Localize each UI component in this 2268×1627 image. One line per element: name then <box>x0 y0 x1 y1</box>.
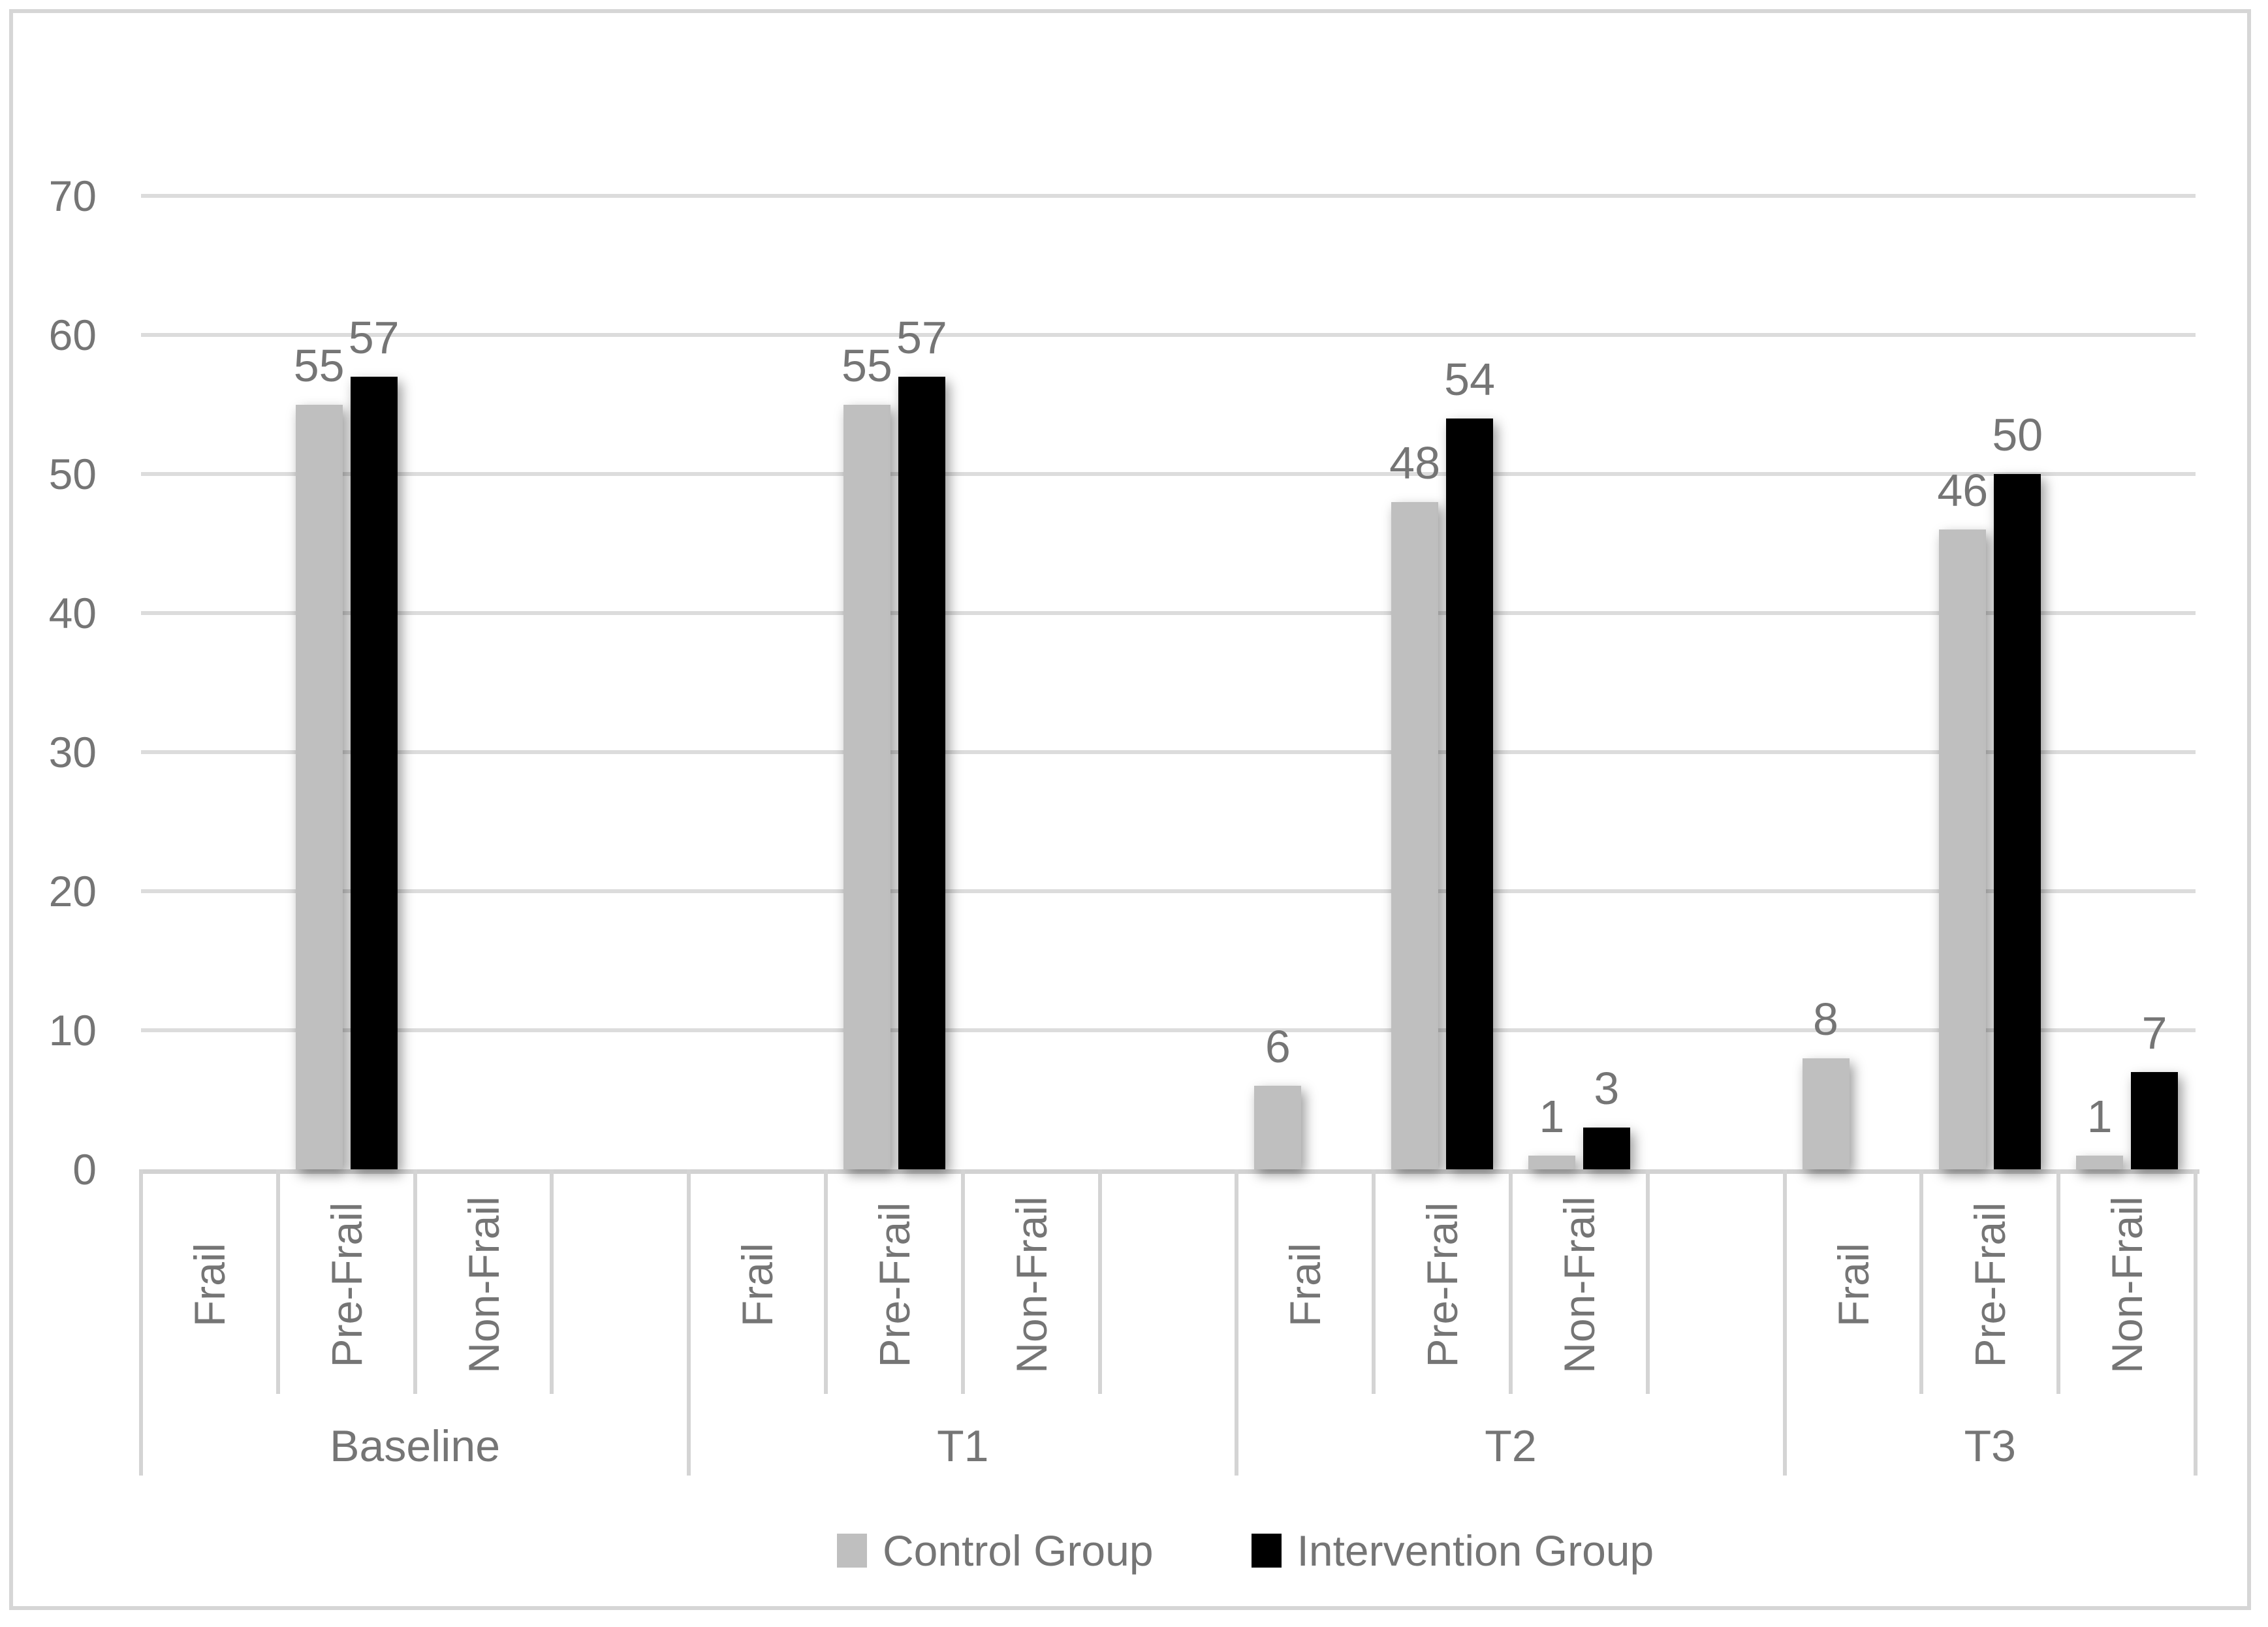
bar-intervention-t1-pre-frail <box>898 376 945 1169</box>
axis-cell-divider <box>2056 1169 2061 1394</box>
bar-intervention-baseline-pre-frail <box>350 376 398 1169</box>
axis-cell-divider <box>1645 1169 1650 1394</box>
gridline-20 <box>141 889 2196 893</box>
bar-control-t2-frail <box>1254 1086 1302 1169</box>
bar-control-t1-pre-frail <box>843 404 890 1169</box>
y-axis-tick-label-60: 60 <box>48 311 97 359</box>
gridline-60 <box>141 333 2196 337</box>
group-label-baseline: Baseline <box>330 1421 501 1471</box>
category-label-t3-non-frail: Non-Frail <box>2103 1196 2152 1374</box>
group-label-t3: T3 <box>1964 1421 2016 1471</box>
data-label-control-t2-pre-frail: 48 <box>1389 437 1441 488</box>
category-label-t2-frail: Frail <box>1281 1242 1330 1327</box>
gridline-10 <box>141 1028 2196 1032</box>
legend: Control Group Intervention Group <box>837 1526 1654 1575</box>
data-label-control-t2-frail: 6 <box>1265 1021 1291 1073</box>
category-label-t1-non-frail: Non-Frail <box>1007 1196 1056 1374</box>
axis-cell-divider <box>1919 1169 1924 1394</box>
category-axis-line <box>141 1169 2199 1174</box>
axis-group-divider <box>687 1169 691 1476</box>
category-label-baseline-frail: Frail <box>185 1242 234 1327</box>
category-label-t3-frail: Frail <box>1829 1242 1878 1327</box>
category-label-baseline-pre-frail: Pre-Frail <box>322 1202 371 1368</box>
y-axis-tick-label-0: 0 <box>72 1145 97 1193</box>
data-label-intervention-t2-pre-frail: 54 <box>1444 353 1496 405</box>
group-label-t1: T1 <box>937 1421 989 1471</box>
axis-group-divider <box>139 1169 143 1476</box>
bar-control-t3-frail <box>1802 1058 1850 1169</box>
y-axis-tick-label-40: 40 <box>48 589 97 637</box>
data-label-intervention-t3-non-frail: 7 <box>2141 1007 2167 1058</box>
category-label-baseline-non-frail: Non-Frail <box>459 1196 508 1374</box>
gridline-30 <box>141 750 2196 754</box>
y-axis-tick-label-70: 70 <box>48 172 97 220</box>
bar-intervention-t3-pre-frail <box>1994 474 2041 1169</box>
bar-control-baseline-pre-frail <box>295 404 343 1169</box>
data-label-control-baseline-pre-frail: 55 <box>293 340 345 391</box>
axis-cell-divider <box>413 1169 417 1394</box>
y-axis-tick-label-10: 10 <box>48 1006 97 1054</box>
group-label-t2: T2 <box>1485 1421 1537 1471</box>
category-label-t1-frail: Frail <box>733 1242 782 1327</box>
bar-control-t2-pre-frail <box>1391 501 1439 1169</box>
axis-cell-divider <box>824 1169 828 1394</box>
bar-intervention-t2-pre-frail <box>1446 418 1494 1169</box>
bar-control-t3-pre-frail <box>1939 529 1987 1169</box>
bar-intervention-t2-non-frail <box>1583 1128 1630 1169</box>
category-label-t2-non-frail: Non-Frail <box>1554 1196 1603 1374</box>
axis-cell-divider <box>1372 1169 1376 1394</box>
y-axis-tick-label-50: 50 <box>48 450 97 498</box>
axis-group-divider <box>1235 1169 1239 1476</box>
data-label-intervention-t3-pre-frail: 50 <box>1992 409 2043 460</box>
data-label-intervention-t1-pre-frail: 57 <box>896 311 947 363</box>
data-label-control-t2-non-frail: 1 <box>1539 1090 1565 1142</box>
gridline-70 <box>141 194 2196 198</box>
axis-cell-divider <box>960 1169 965 1394</box>
axis-group-divider <box>1782 1169 1787 1476</box>
y-axis-tick-label-30: 30 <box>48 728 97 776</box>
legend-swatch-icon-control-group <box>837 1534 867 1568</box>
axis-cell-divider <box>276 1169 280 1394</box>
data-label-control-t1-pre-frail: 55 <box>841 340 892 391</box>
data-label-intervention-t2-non-frail: 3 <box>1594 1063 1620 1114</box>
legend-label-intervention-group: Intervention Group <box>1297 1526 1654 1575</box>
legend-label-control-group: Control Group <box>883 1526 1154 1575</box>
axis-cell-divider <box>550 1169 554 1394</box>
bar-control-t3-non-frail <box>2076 1155 2124 1169</box>
y-axis-tick-label-20: 20 <box>48 867 97 915</box>
legend-swatch-icon-intervention-group <box>1251 1534 1282 1568</box>
category-label-t3-pre-frail: Pre-Frail <box>1966 1202 2015 1368</box>
data-label-control-t3-pre-frail: 46 <box>1937 465 1989 516</box>
category-label-t1-pre-frail: Pre-Frail <box>870 1202 919 1368</box>
data-label-intervention-baseline-pre-frail: 57 <box>348 311 400 363</box>
category-label-t2-pre-frail: Pre-Frail <box>1418 1202 1467 1368</box>
axis-group-divider <box>2194 1169 2197 1476</box>
bar-control-t2-non-frail <box>1528 1155 1575 1169</box>
gridline-50 <box>141 472 2196 476</box>
gridline-40 <box>141 611 2196 615</box>
legend-item-control-group: Control Group <box>837 1526 1154 1575</box>
legend-item-intervention-group: Intervention Group <box>1251 1526 1654 1575</box>
bar-intervention-t3-non-frail <box>2131 1071 2179 1169</box>
axis-cell-divider <box>1509 1169 1513 1394</box>
data-label-control-t3-non-frail: 1 <box>2087 1090 2113 1142</box>
data-label-control-t3-frail: 8 <box>1813 993 1838 1045</box>
axis-cell-divider <box>1097 1169 1102 1394</box>
